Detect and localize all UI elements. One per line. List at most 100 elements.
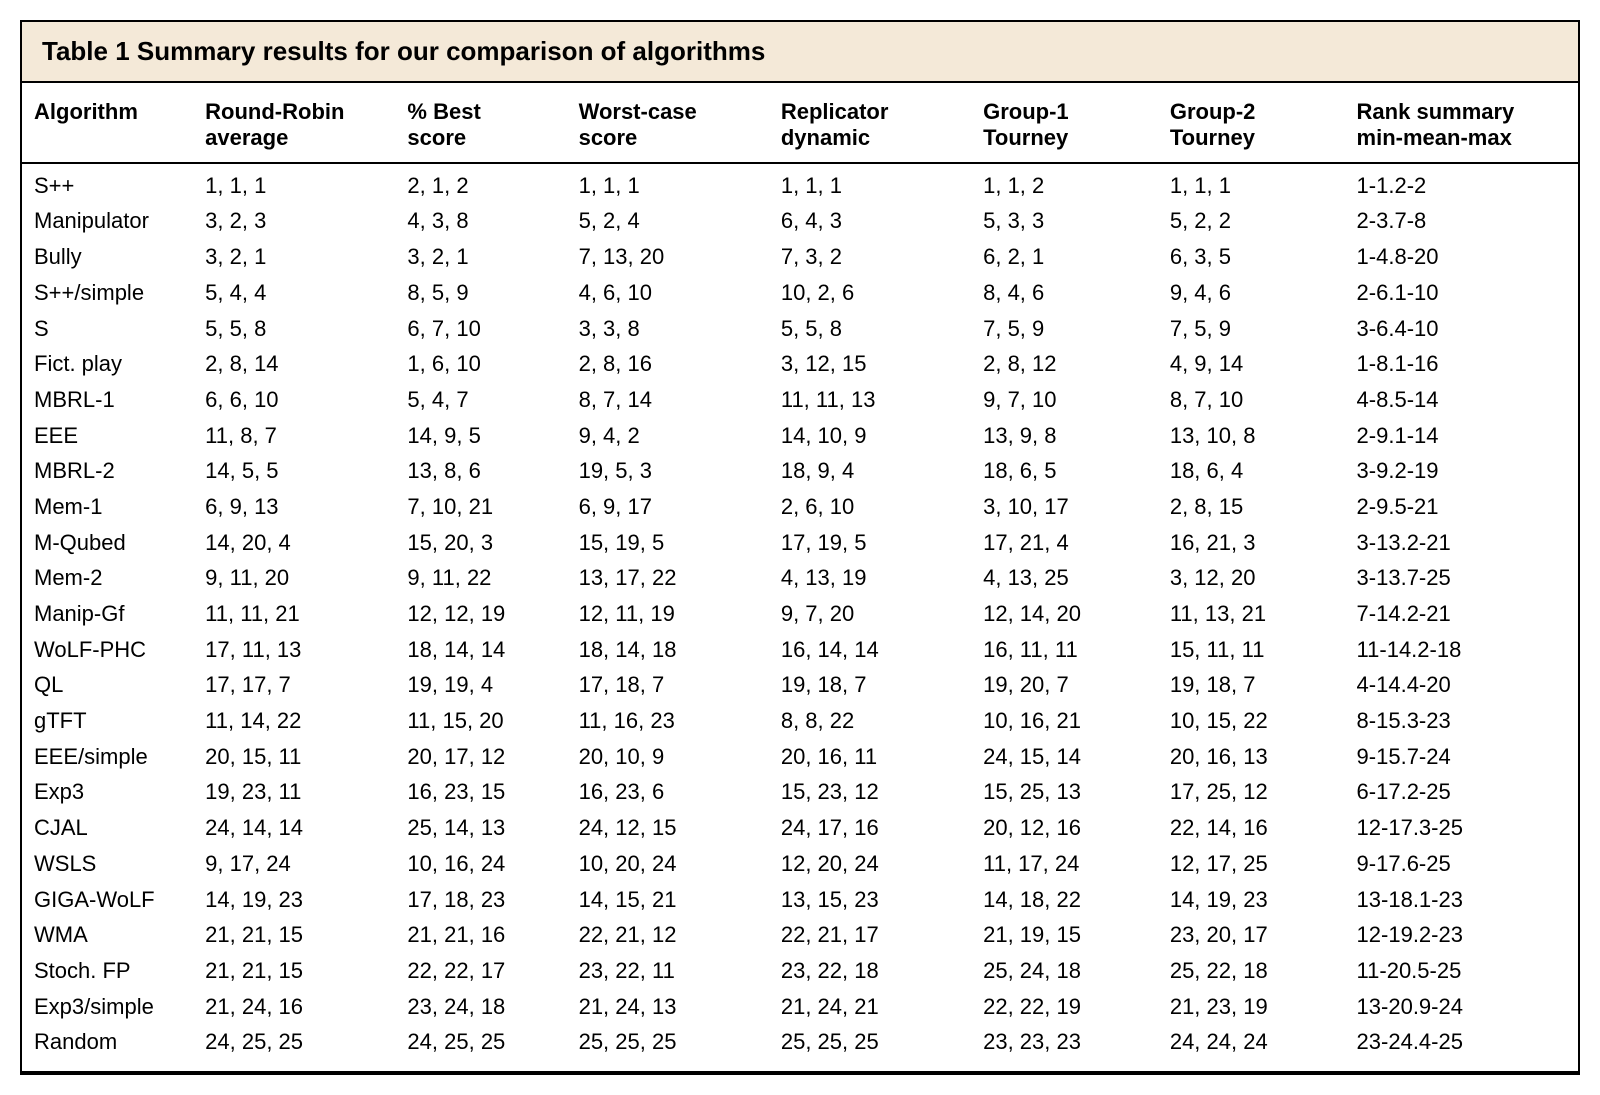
table-row: gTFT11, 14, 2211, 15, 2011, 16, 238, 8, … (22, 703, 1578, 739)
value-cell: 23, 24, 18 (395, 989, 566, 1025)
column-header: Round-Robinaverage (193, 83, 395, 163)
value-cell: 14, 20, 4 (193, 525, 395, 561)
value-cell: 13-18.1-23 (1345, 882, 1578, 918)
value-cell: 22, 21, 17 (769, 917, 971, 953)
value-cell: 7, 10, 21 (395, 489, 566, 525)
table-row: GIGA-WoLF14, 19, 2317, 18, 2314, 15, 211… (22, 882, 1578, 918)
table-row: MBRL-214, 5, 513, 8, 619, 5, 318, 9, 418… (22, 453, 1578, 489)
table-row: Fict. play2, 8, 141, 6, 102, 8, 163, 12,… (22, 346, 1578, 382)
value-cell: 1-4.8-20 (1345, 239, 1578, 275)
value-cell: 11, 11, 21 (193, 596, 395, 632)
value-cell: 13, 8, 6 (395, 453, 566, 489)
value-cell: 2, 8, 12 (971, 346, 1158, 382)
value-cell: 23, 22, 18 (769, 953, 971, 989)
value-cell: 10, 16, 21 (971, 703, 1158, 739)
value-cell: 13, 10, 8 (1158, 418, 1345, 454)
value-cell: 1, 1, 1 (567, 168, 769, 204)
value-cell: 6-17.2-25 (1345, 774, 1578, 810)
algorithm-name-cell: Stoch. FP (22, 953, 193, 989)
value-cell: 19, 19, 4 (395, 667, 566, 703)
value-cell: 5, 5, 8 (769, 311, 971, 347)
value-cell: 23-24.4-25 (1345, 1024, 1578, 1072)
value-cell: 25, 25, 25 (567, 1024, 769, 1072)
value-cell: 2, 8, 14 (193, 346, 395, 382)
value-cell: 25, 25, 25 (769, 1024, 971, 1072)
value-cell: 4, 13, 25 (971, 560, 1158, 596)
algorithm-name-cell: Manipulator (22, 203, 193, 239)
algorithm-name-cell: EEE (22, 418, 193, 454)
algorithm-name-cell: Exp3 (22, 774, 193, 810)
value-cell: 22, 21, 12 (567, 917, 769, 953)
value-cell: 18, 9, 4 (769, 453, 971, 489)
algorithm-name-cell: Manip-Gf (22, 596, 193, 632)
value-cell: 7-14.2-21 (1345, 596, 1578, 632)
value-cell: 7, 3, 2 (769, 239, 971, 275)
table-row: Mem-16, 9, 137, 10, 216, 9, 172, 6, 103,… (22, 489, 1578, 525)
value-cell: 4-14.4-20 (1345, 667, 1578, 703)
value-cell: 20, 15, 11 (193, 739, 395, 775)
value-cell: 11, 11, 13 (769, 382, 971, 418)
value-cell: 19, 23, 11 (193, 774, 395, 810)
value-cell: 11, 8, 7 (193, 418, 395, 454)
table-row: Exp3/simple21, 24, 1623, 24, 1821, 24, 1… (22, 989, 1578, 1025)
value-cell: 16, 11, 11 (971, 632, 1158, 668)
value-cell: 18, 6, 5 (971, 453, 1158, 489)
value-cell: 6, 4, 3 (769, 203, 971, 239)
value-cell: 24, 17, 16 (769, 810, 971, 846)
value-cell: 9, 11, 20 (193, 560, 395, 596)
value-cell: 10, 2, 6 (769, 275, 971, 311)
value-cell: 5, 2, 4 (567, 203, 769, 239)
value-cell: 21, 21, 15 (193, 953, 395, 989)
value-cell: 11, 17, 24 (971, 846, 1158, 882)
value-cell: 3, 3, 8 (567, 311, 769, 347)
value-cell: 19, 5, 3 (567, 453, 769, 489)
table-row: WoLF-PHC17, 11, 1318, 14, 1418, 14, 1816… (22, 632, 1578, 668)
value-cell: 6, 3, 5 (1158, 239, 1345, 275)
value-cell: 14, 18, 22 (971, 882, 1158, 918)
value-cell: 20, 16, 11 (769, 739, 971, 775)
value-cell: 16, 21, 3 (1158, 525, 1345, 561)
value-cell: 4-8.5-14 (1345, 382, 1578, 418)
value-cell: 13, 9, 8 (971, 418, 1158, 454)
value-cell: 20, 12, 16 (971, 810, 1158, 846)
algorithm-name-cell: S (22, 311, 193, 347)
value-cell: 3-13.7-25 (1345, 560, 1578, 596)
value-cell: 1, 1, 2 (971, 168, 1158, 204)
value-cell: 13-20.9-24 (1345, 989, 1578, 1025)
value-cell: 12, 14, 20 (971, 596, 1158, 632)
value-cell: 12-17.3-25 (1345, 810, 1578, 846)
value-cell: 18, 6, 4 (1158, 453, 1345, 489)
value-cell: 11, 16, 23 (567, 703, 769, 739)
value-cell: 7, 13, 20 (567, 239, 769, 275)
value-cell: 12, 11, 19 (567, 596, 769, 632)
value-cell: 6, 6, 10 (193, 382, 395, 418)
value-cell: 15, 25, 13 (971, 774, 1158, 810)
table-row: Mem-29, 11, 209, 11, 2213, 17, 224, 13, … (22, 560, 1578, 596)
value-cell: 2, 8, 15 (1158, 489, 1345, 525)
value-cell: 19, 20, 7 (971, 667, 1158, 703)
table-row: CJAL24, 14, 1425, 14, 1324, 12, 1524, 17… (22, 810, 1578, 846)
algorithm-name-cell: Fict. play (22, 346, 193, 382)
column-header: Rank summarymin-mean-max (1345, 83, 1578, 163)
column-header: Worst-casescore (567, 83, 769, 163)
value-cell: 11-20.5-25 (1345, 953, 1578, 989)
value-cell: 24, 25, 25 (193, 1024, 395, 1072)
value-cell: 24, 14, 14 (193, 810, 395, 846)
value-cell: 4, 9, 14 (1158, 346, 1345, 382)
table-row: Random24, 25, 2524, 25, 2525, 25, 2525, … (22, 1024, 1578, 1072)
value-cell: 9-17.6-25 (1345, 846, 1578, 882)
algorithm-name-cell: gTFT (22, 703, 193, 739)
value-cell: 18, 14, 18 (567, 632, 769, 668)
value-cell: 23, 22, 11 (567, 953, 769, 989)
algorithm-name-cell: GIGA-WoLF (22, 882, 193, 918)
value-cell: 5, 4, 7 (395, 382, 566, 418)
value-cell: 15, 20, 3 (395, 525, 566, 561)
value-cell: 2, 6, 10 (769, 489, 971, 525)
table-row: S5, 5, 86, 7, 103, 3, 85, 5, 87, 5, 97, … (22, 311, 1578, 347)
table-row: EEE/simple20, 15, 1120, 17, 1220, 10, 92… (22, 739, 1578, 775)
value-cell: 12-19.2-23 (1345, 917, 1578, 953)
value-cell: 17, 19, 5 (769, 525, 971, 561)
value-cell: 9, 4, 6 (1158, 275, 1345, 311)
value-cell: 5, 3, 3 (971, 203, 1158, 239)
value-cell: 3, 10, 17 (971, 489, 1158, 525)
